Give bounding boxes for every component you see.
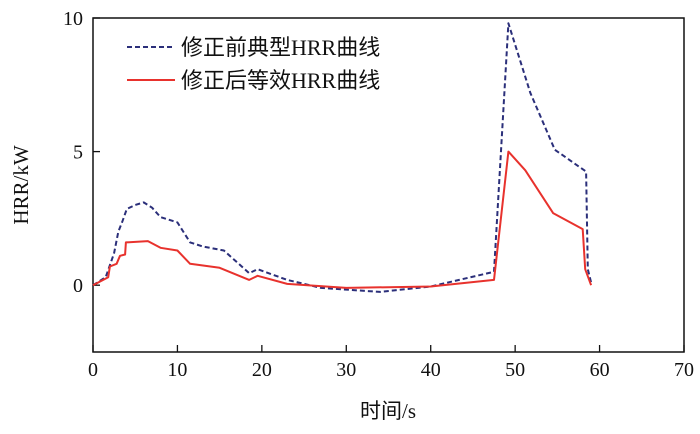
legend-label-2: 修正后等效HRR曲线 — [181, 68, 380, 93]
series-line-1 — [92, 22, 593, 293]
x-tick-label: 70 — [674, 359, 694, 381]
legend-label-1: 修正前典型HRR曲线 — [181, 35, 380, 60]
x-tick-label: 10 — [167, 359, 187, 381]
series-line-2 — [92, 150, 593, 289]
x-axis-label: 时间/s — [360, 399, 416, 423]
plot-frame — [92, 17, 685, 353]
x-tick-label: 50 — [505, 359, 525, 381]
y-tick-label: 5 — [73, 142, 83, 164]
x-tick-label: 30 — [336, 359, 356, 381]
y-axis-label: HRR/kW — [9, 145, 33, 225]
x-tick-label: 40 — [421, 359, 441, 381]
y-tick-label: 10 — [63, 8, 83, 30]
x-tick-label: 0 — [88, 359, 98, 381]
x-tick-label: 60 — [590, 359, 610, 381]
x-tick-label: 20 — [252, 359, 272, 381]
y-tick-label: 0 — [73, 275, 83, 297]
